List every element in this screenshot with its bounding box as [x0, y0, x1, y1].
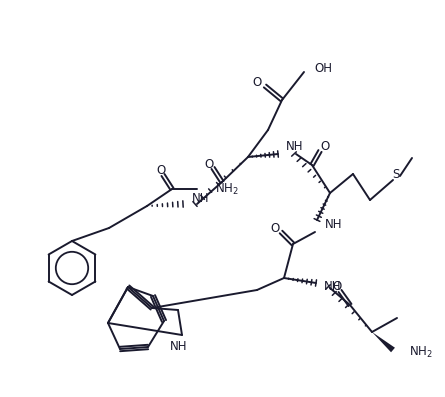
Text: O: O [320, 139, 330, 152]
Text: NH: NH [324, 281, 341, 293]
Text: NH: NH [325, 218, 343, 231]
Text: O: O [156, 164, 166, 177]
Text: O: O [271, 222, 279, 235]
Polygon shape [372, 332, 395, 352]
Text: O: O [252, 77, 262, 89]
Text: NH: NH [286, 139, 303, 152]
Text: NH: NH [192, 191, 210, 204]
Text: NH: NH [170, 341, 188, 353]
Text: NH$_2$: NH$_2$ [409, 345, 433, 360]
Text: O: O [332, 281, 342, 293]
Text: S: S [392, 168, 400, 181]
Text: NH$_2$: NH$_2$ [215, 181, 239, 197]
Text: O: O [204, 158, 214, 170]
Text: OH: OH [314, 62, 332, 75]
